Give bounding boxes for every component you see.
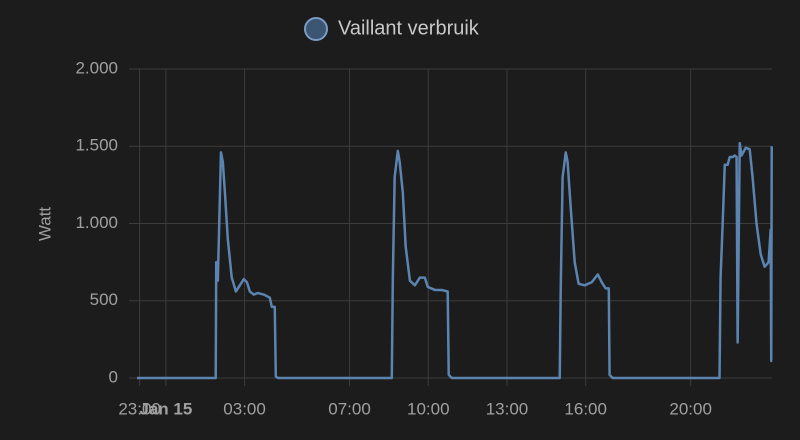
x-tick-label: 10:00 [407, 399, 450, 418]
x-tick-label: Jan 15 [139, 399, 192, 418]
series-line [137, 141, 773, 380]
y-tick-label: 500 [90, 290, 118, 309]
legend-label[interactable]: Vaillant verbruik [338, 17, 480, 39]
x-tick-label: 03:00 [223, 399, 266, 418]
y-tick-label: 0 [109, 367, 118, 386]
x-tick-label: 16:00 [564, 399, 607, 418]
y-tick-label: 1.000 [75, 213, 118, 232]
x-tick-label: 13:00 [486, 399, 529, 418]
legend[interactable]: Vaillant verbruik [304, 17, 480, 41]
legend-swatch[interactable] [304, 17, 328, 41]
x-tick-label: 23:00 [118, 399, 161, 418]
x-tick-label: 07:00 [328, 399, 371, 418]
y-tick-label: 2.000 [75, 58, 118, 77]
y-axis-label: Watt [35, 207, 54, 242]
x-tick-label: 20:00 [669, 399, 712, 418]
y-tick-label: 1.500 [75, 136, 118, 155]
